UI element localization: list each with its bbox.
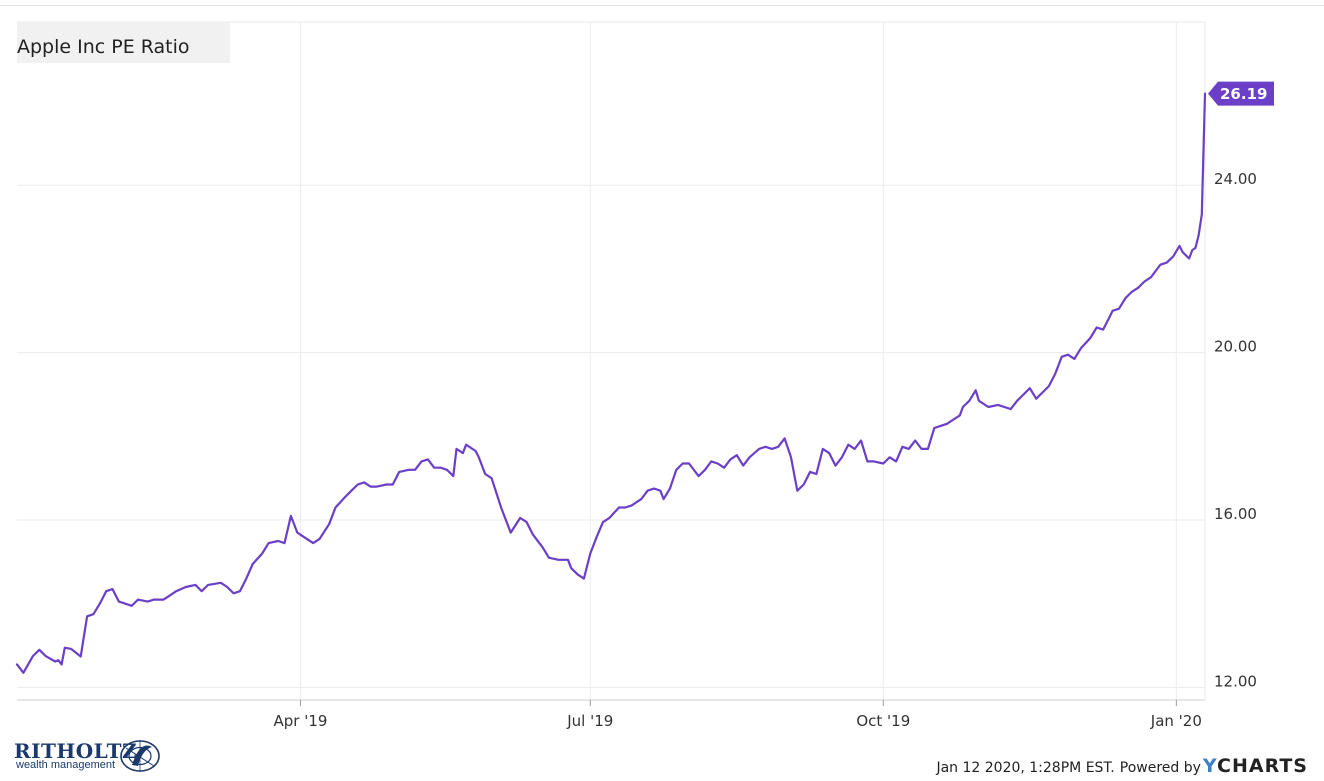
x-tick-label: Oct '19: [856, 712, 910, 730]
y-tick-label: 20.00: [1214, 338, 1257, 356]
grid: [17, 22, 1205, 700]
footer-timestamp: Jan 12 2020, 1:28PM EST.: [936, 760, 1115, 776]
footer-powered-by: Powered by: [1119, 760, 1201, 776]
ship-wheel-icon: [120, 740, 160, 772]
chart-title-box: [17, 22, 230, 63]
y-tick-label: 12.00: [1214, 672, 1257, 690]
pe-ratio-series-line: [15, 92, 1207, 674]
y-tick-labels: 12.00 16.00 20.00 24.00: [1214, 170, 1257, 690]
y-tick-label: 16.00: [1214, 505, 1257, 523]
x-ticks: Apr '19 Jul '19 Oct '19 Jan '20: [273, 700, 1202, 730]
y-tick-label: 24.00: [1214, 170, 1257, 188]
ycharts-brand-rest: CHARTS: [1217, 755, 1308, 777]
logo-wordmark: RITHOLTZ: [14, 739, 138, 763]
chart-footer: Jan 12 2020, 1:28PM EST. Powered by YCHA…: [936, 755, 1308, 777]
ycharts-brand-y: Y: [1202, 755, 1218, 777]
x-tick-label: Jul '19: [566, 712, 613, 730]
logo-tagline: wealth management: [16, 759, 116, 771]
last-value-badge: 26.19: [1208, 81, 1274, 106]
last-value-badge-shape: [1208, 81, 1274, 106]
x-tick-label: Apr '19: [273, 712, 327, 730]
ycharts-brand[interactable]: YCHARTS: [1203, 755, 1308, 777]
top-divider: [0, 5, 1324, 6]
last-value-label: 26.19: [1220, 85, 1267, 103]
x-tick-label: Jan '20: [1150, 712, 1202, 730]
chart-title: Apple Inc PE Ratio: [17, 36, 190, 58]
